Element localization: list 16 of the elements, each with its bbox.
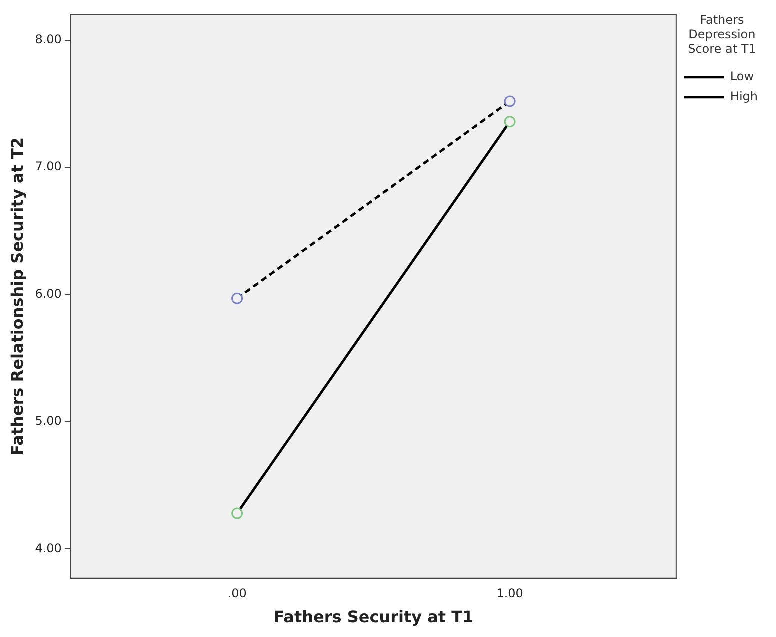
y-tick-label: 6.00 (35, 286, 62, 301)
x-axis-title: Fathers Security at T1 (274, 608, 474, 627)
y-tick-label: 4.00 (35, 541, 62, 556)
x-tick-label: 1.00 (496, 586, 524, 601)
y-tick-label: 7.00 (35, 160, 62, 174)
y-tick-label: 5.00 (35, 414, 62, 428)
y-tick-label: 8.00 (35, 32, 62, 47)
point (232, 508, 244, 520)
legend-label: High (730, 90, 758, 104)
legend-title: Fathers Depression Score at T1 (688, 13, 756, 56)
y-axis-title: Fathers Relationship Security at T2 (8, 138, 27, 456)
x-tick-label: .00 (228, 586, 247, 601)
legend-label: Low (730, 70, 754, 84)
point (504, 96, 516, 108)
point (232, 292, 244, 304)
point (504, 116, 516, 128)
